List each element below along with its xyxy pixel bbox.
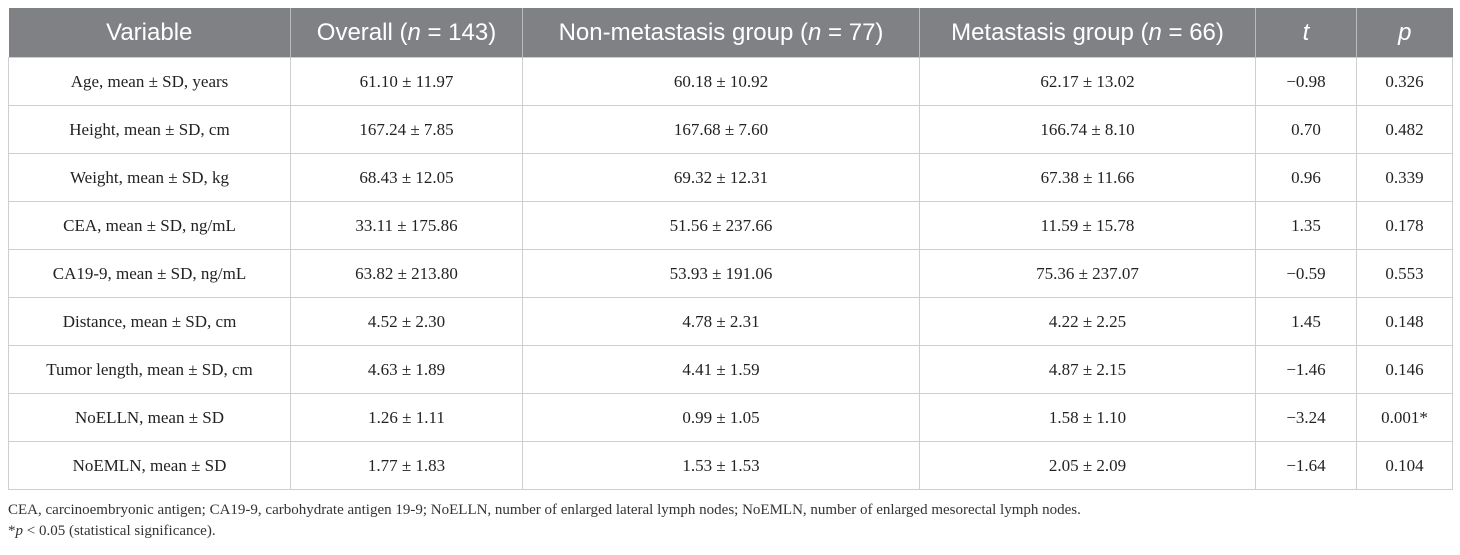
cell-overall: 68.43 ± 12.05	[290, 153, 523, 202]
header-text-suffix: = 66)	[1161, 18, 1224, 46]
cell-t: −1.64	[1255, 441, 1357, 490]
cell-overall: 4.63 ± 1.89	[290, 345, 523, 394]
table-footnotes: CEA, carcinoembryonic antigen; CA19-9, c…	[8, 500, 1452, 542]
significance-text: < 0.05 (statistical significance).	[23, 523, 216, 539]
cell-overall: 63.82 ± 213.80	[290, 249, 523, 298]
cell-non-metastasis: 4.41 ± 1.59	[522, 345, 920, 394]
cell-non-metastasis: 4.78 ± 2.31	[522, 297, 920, 346]
cell-overall: 167.24 ± 7.85	[290, 105, 523, 154]
header-t: t	[1255, 8, 1357, 58]
table-row: NoEMLN, mean ± SD 1.77 ± 1.83 1.53 ± 1.53 2…	[8, 441, 1453, 490]
cell-p: 0.001*	[1356, 393, 1453, 442]
cell-t: 1.45	[1255, 297, 1357, 346]
cell-t: −0.59	[1255, 249, 1357, 298]
cell-non-metastasis: 53.93 ± 191.06	[522, 249, 920, 298]
table-row: Distance, mean ± SD, cm 4.52 ± 2.30 4.78 ±…	[8, 297, 1453, 346]
cell-variable: Distance, mean ± SD, cm	[8, 297, 291, 346]
header-text: Variable	[106, 18, 193, 46]
cell-metastasis: 67.38 ± 11.66	[919, 153, 1256, 202]
table-body: Age, mean ± SD, years 61.10 ± 11.97 60.18 …	[8, 57, 1453, 490]
cell-metastasis: 166.74 ± 8.10	[919, 105, 1256, 154]
header-text-suffix: = 77)	[821, 18, 884, 46]
abbreviations-note: CEA, carcinoembryonic antigen; CA19-9, c…	[8, 502, 1081, 518]
significance-star: *	[8, 523, 16, 539]
cell-metastasis: 62.17 ± 13.02	[919, 57, 1256, 106]
table-row: Age, mean ± SD, years 61.10 ± 11.97 60.18 …	[8, 57, 1453, 106]
cell-p: 0.482	[1356, 105, 1453, 154]
cell-non-metastasis: 1.53 ± 1.53	[522, 441, 920, 490]
header-italic-symbol: n	[407, 18, 421, 46]
cell-non-metastasis: 69.32 ± 12.31	[522, 153, 920, 202]
cell-overall: 1.26 ± 1.11	[290, 393, 523, 442]
cell-metastasis: 75.36 ± 237.07	[919, 249, 1256, 298]
data-table-container: Variable Overall (n = 143) Non-metastasis …	[8, 8, 1453, 490]
cell-t: −3.24	[1255, 393, 1357, 442]
table-row: CA19-9, mean ± SD, ng/mL 63.82 ± 213.80 53…	[8, 249, 1453, 298]
header-text: Non-metastasis group (	[558, 18, 809, 46]
cell-metastasis: 2.05 ± 2.09	[919, 441, 1256, 490]
significance-note: *p < 0.05 (statistical significance).	[8, 521, 1452, 542]
cell-t: −0.98	[1255, 57, 1357, 106]
cell-overall: 1.77 ± 1.83	[290, 441, 523, 490]
cell-metastasis: 11.59 ± 15.78	[919, 201, 1256, 250]
header-italic-symbol: n	[1148, 18, 1162, 46]
header-text-suffix: = 143)	[420, 18, 497, 46]
table-header: Variable Overall (n = 143) Non-metastasis …	[8, 8, 1453, 58]
cell-variable: Height, mean ± SD, cm	[8, 105, 291, 154]
table-row: CEA, mean ± SD, ng/mL 33.11 ± 175.86 51.56…	[8, 201, 1453, 250]
cell-t: 0.96	[1255, 153, 1357, 202]
cell-non-metastasis: 167.68 ± 7.60	[522, 105, 920, 154]
cell-overall: 4.52 ± 2.30	[290, 297, 523, 346]
cell-non-metastasis: 0.99 ± 1.05	[522, 393, 920, 442]
cell-t: 0.70	[1255, 105, 1357, 154]
header-italic-symbol: p	[1398, 18, 1412, 46]
header-metastasis: Metastasis group (n = 66)	[919, 8, 1256, 58]
header-non-metastasis: Non-metastasis group (n = 77)	[522, 8, 920, 58]
table-row: Tumor length, mean ± SD, cm 4.63 ± 1.89 4.…	[8, 345, 1453, 394]
cell-variable: Weight, mean ± SD, kg	[8, 153, 291, 202]
cell-t: −1.46	[1255, 345, 1357, 394]
cell-non-metastasis: 51.56 ± 237.66	[522, 201, 920, 250]
cell-p: 0.326	[1356, 57, 1453, 106]
data-table: Variable Overall (n = 143) Non-metastasis …	[8, 8, 1453, 490]
cell-non-metastasis: 60.18 ± 10.92	[522, 57, 920, 106]
cell-p: 0.146	[1356, 345, 1453, 394]
cell-variable: Tumor length, mean ± SD, cm	[8, 345, 291, 394]
cell-metastasis: 4.22 ± 2.25	[919, 297, 1256, 346]
table-row: Height, mean ± SD, cm 167.24 ± 7.85 167.68…	[8, 105, 1453, 154]
cell-t: 1.35	[1255, 201, 1357, 250]
header-text: Overall (	[316, 18, 408, 46]
cell-overall: 61.10 ± 11.97	[290, 57, 523, 106]
cell-p: 0.104	[1356, 441, 1453, 490]
header-row: Variable Overall (n = 143) Non-metastasis …	[8, 8, 1453, 58]
cell-variable: Age, mean ± SD, years	[8, 57, 291, 106]
cell-metastasis: 1.58 ± 1.10	[919, 393, 1256, 442]
header-text: Metastasis group (	[951, 18, 1149, 46]
header-italic-symbol: t	[1302, 18, 1310, 46]
cell-p: 0.148	[1356, 297, 1453, 346]
cell-variable: CA19-9, mean ± SD, ng/mL	[8, 249, 291, 298]
header-variable: Variable	[8, 8, 291, 58]
cell-metastasis: 4.87 ± 2.15	[919, 345, 1256, 394]
cell-variable: NoEMLN, mean ± SD	[8, 441, 291, 490]
cell-p: 0.553	[1356, 249, 1453, 298]
cell-variable: NoELLN, mean ± SD	[8, 393, 291, 442]
header-p: p	[1356, 8, 1453, 58]
table-row: Weight, mean ± SD, kg 68.43 ± 12.05 69.32 …	[8, 153, 1453, 202]
cell-overall: 33.11 ± 175.86	[290, 201, 523, 250]
header-overall: Overall (n = 143)	[290, 8, 523, 58]
significance-p-symbol: p	[15, 523, 24, 539]
table-row: NoELLN, mean ± SD 1.26 ± 1.11 0.99 ± 1.05 1…	[8, 393, 1453, 442]
cell-p: 0.178	[1356, 201, 1453, 250]
header-italic-symbol: n	[808, 18, 822, 46]
cell-p: 0.339	[1356, 153, 1453, 202]
cell-variable: CEA, mean ± SD, ng/mL	[8, 201, 291, 250]
